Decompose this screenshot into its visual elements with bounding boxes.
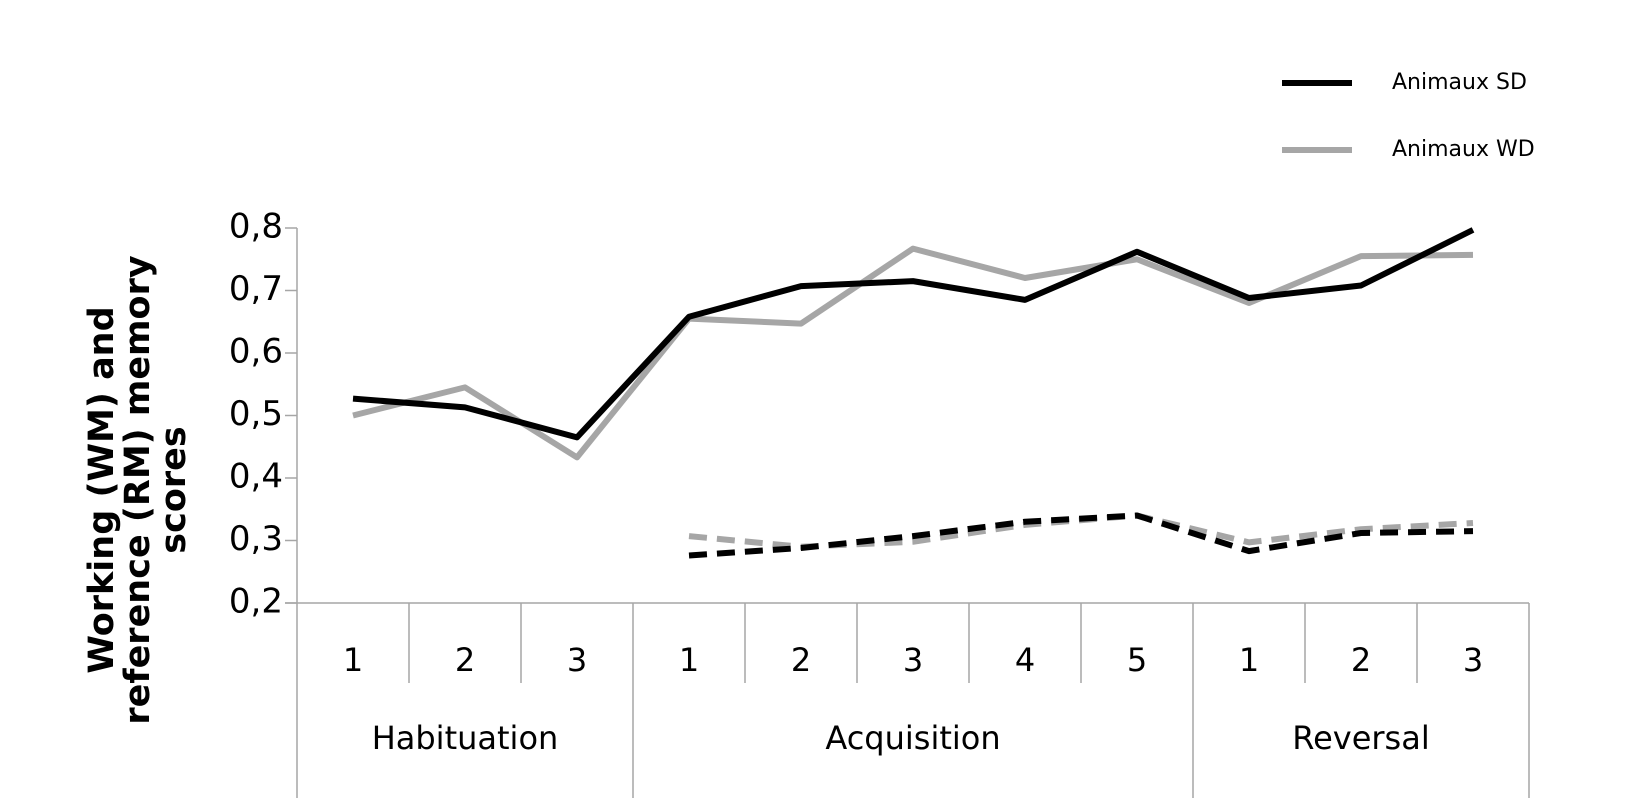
x-tick-label: 4 bbox=[1015, 641, 1035, 679]
group-label: Habituation bbox=[372, 719, 559, 757]
group-label: Acquisition bbox=[825, 719, 1000, 757]
y-tick-label: 0,5 bbox=[229, 394, 283, 434]
x-tick-label: 2 bbox=[455, 641, 475, 679]
x-tick-label: 1 bbox=[343, 641, 363, 679]
series-line bbox=[688, 512, 1474, 559]
y-axis-label: Working (WM) and bbox=[82, 306, 122, 673]
legend-label: Animaux SD bbox=[1392, 70, 1527, 95]
y-tick-label: 0,7 bbox=[229, 269, 283, 309]
x-tick-label: 3 bbox=[903, 641, 923, 679]
x-tick-label: 3 bbox=[1463, 641, 1483, 679]
group-label: Reversal bbox=[1292, 719, 1429, 757]
y-axis-label: reference (RM) memory bbox=[118, 255, 158, 724]
x-tick-label: 1 bbox=[1239, 641, 1259, 679]
y-tick-label: 0,4 bbox=[229, 457, 283, 497]
x-tick-label: 3 bbox=[567, 641, 587, 679]
y-tick-label: 0,6 bbox=[229, 332, 283, 372]
series-line bbox=[352, 245, 1474, 461]
series-line bbox=[352, 227, 1475, 441]
x-tick-label: 2 bbox=[1351, 641, 1371, 679]
x-tick-label: 5 bbox=[1127, 641, 1147, 679]
legend-label: Animaux WD bbox=[1392, 137, 1535, 162]
y-tick-label: 0,2 bbox=[229, 582, 283, 622]
x-tick-label: 2 bbox=[791, 641, 811, 679]
y-axis-label: scores bbox=[154, 426, 194, 553]
y-tick-label: 0,8 bbox=[229, 207, 283, 247]
y-tick-label: 0,3 bbox=[229, 519, 283, 559]
x-tick-label: 1 bbox=[679, 641, 699, 679]
